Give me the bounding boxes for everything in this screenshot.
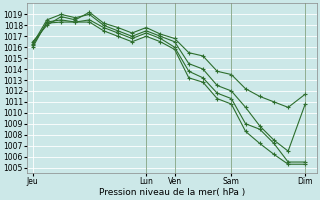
X-axis label: Pression niveau de la mer( hPa ): Pression niveau de la mer( hPa )	[99, 188, 245, 197]
